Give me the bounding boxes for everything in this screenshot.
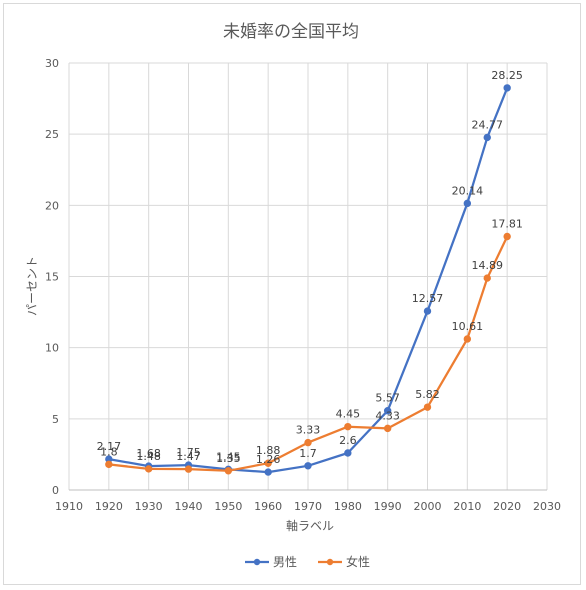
data-label: 1.75 [176,446,201,459]
legend-label: 女性 [346,554,370,569]
data-label: 1.68 [136,447,161,460]
y-tick-label: 10 [45,342,59,355]
data-point [503,232,511,241]
data-label: 1.45 [216,450,241,463]
x-tick-label: 1950 [214,500,242,513]
y-axis-title: パーセント [25,256,39,316]
x-tick-label: 1940 [175,500,203,513]
data-label: 24.77 [472,118,504,131]
data-point [483,133,491,142]
data-point [264,459,272,467]
x-tick-label: 1930 [135,500,163,513]
data-label: 2.17 [97,440,122,453]
data-label: 1.26 [256,453,281,466]
data-point [224,467,233,475]
data-point [144,465,153,473]
legend: 男性 女性 [245,554,370,569]
data-label: 1.7 [299,447,317,460]
y-tick-label: 25 [45,128,59,141]
data-point [184,465,193,473]
data-label: 20.14 [452,184,484,197]
data-point [483,274,491,282]
data-labels: 2.17 1.68 1.75 1.45 1.26 1.7 2.6 5.57 12.57 20.14… [97,69,523,466]
data-label: 14.89 [472,259,504,272]
data-point [344,422,352,431]
x-tick-label: 1920 [95,500,123,513]
data-point [423,307,432,315]
y-tick-label: 15 [45,271,59,284]
x-tick-label: 2030 [533,500,561,513]
data-label: 28.25 [491,69,523,82]
series-lines [105,84,511,476]
data-label: 2.6 [339,434,357,447]
data-label: 5.57 [375,392,400,405]
data-label: 1.35 [216,452,241,465]
data-point [383,407,392,415]
chart-title: 未婚率の全国平均 [223,22,359,42]
chart-area: 未婚率の全国平均 0 5 10 15 20 25 30 1910 1920 1930 1940 195… [3,3,581,585]
data-point [503,84,511,92]
x-axis-title: 軸ラベル [286,519,334,533]
legend-item-2: 女性 [318,554,370,569]
chart-svg: 未婚率の全国平均 0 5 10 15 20 25 30 1910 1920 1930 1940 195… [25,22,561,569]
y-tick-label: 0 [52,484,59,497]
data-point [463,199,472,208]
data-point [304,462,312,470]
data-label: 5.82 [415,388,440,401]
legend-marker [326,558,334,566]
data-label: 10.61 [452,320,484,333]
data-label: 3.33 [296,424,321,437]
axes: 0 5 10 15 20 25 30 1910 1920 1930 1940 1950 1960 1970… [45,57,561,513]
legend-item-1: 男性 [245,555,297,569]
x-tick-label: 1980 [334,500,362,513]
data-label: 4.33 [375,409,400,422]
data-point [344,449,352,457]
y-tick-label: 5 [52,413,59,426]
y-tick-label: 20 [45,199,59,212]
x-tick-label: 1910 [55,500,83,513]
data-point [383,424,392,433]
x-tick-label: 1990 [374,500,402,513]
data-label: 1.88 [256,444,281,457]
data-point [304,438,312,447]
data-point [264,468,272,476]
data-label: 4.45 [336,408,361,421]
legend-label: 男性 [273,555,297,569]
data-label: 12.57 [412,292,444,305]
data-label: 1.8 [100,445,118,458]
y-tick-label: 30 [45,57,59,70]
x-tick-label: 1960 [254,500,282,513]
data-point [423,403,432,411]
gridlines [68,62,548,491]
data-point [463,335,472,343]
x-tick-label: 2010 [453,500,481,513]
data-point [105,460,113,469]
series-line-1 [108,87,509,474]
data-label: 1.47 [176,450,201,463]
data-label: 17.81 [491,218,523,231]
legend-marker [253,558,261,566]
x-tick-label: 2020 [493,500,521,513]
data-label: 1.48 [136,450,161,463]
series-line-2 [108,236,509,472]
x-tick-label: 2000 [414,500,442,513]
x-tick-label: 1970 [294,500,322,513]
